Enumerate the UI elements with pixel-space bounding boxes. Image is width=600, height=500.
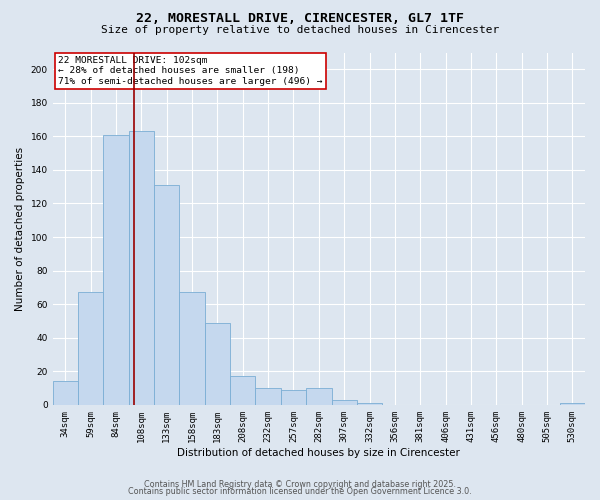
Text: 22, MORESTALL DRIVE, CIRENCESTER, GL7 1TF: 22, MORESTALL DRIVE, CIRENCESTER, GL7 1T… bbox=[136, 12, 464, 26]
Bar bbox=[154, 185, 179, 405]
Bar bbox=[281, 390, 306, 405]
Bar bbox=[230, 376, 256, 405]
Bar bbox=[179, 292, 205, 405]
Bar bbox=[306, 388, 332, 405]
Bar bbox=[103, 134, 129, 405]
Bar bbox=[256, 388, 281, 405]
Bar bbox=[357, 403, 382, 405]
Y-axis label: Number of detached properties: Number of detached properties bbox=[15, 146, 25, 310]
Text: 22 MORESTALL DRIVE: 102sqm
← 28% of detached houses are smaller (198)
71% of sem: 22 MORESTALL DRIVE: 102sqm ← 28% of deta… bbox=[58, 56, 322, 86]
Text: Contains HM Land Registry data © Crown copyright and database right 2025.: Contains HM Land Registry data © Crown c… bbox=[144, 480, 456, 489]
Bar bbox=[560, 403, 585, 405]
Bar bbox=[53, 382, 78, 405]
Bar bbox=[332, 400, 357, 405]
X-axis label: Distribution of detached houses by size in Cirencester: Distribution of detached houses by size … bbox=[178, 448, 460, 458]
Bar bbox=[78, 292, 103, 405]
Text: Size of property relative to detached houses in Cirencester: Size of property relative to detached ho… bbox=[101, 25, 499, 35]
Bar bbox=[129, 132, 154, 405]
Text: Contains public sector information licensed under the Open Government Licence 3.: Contains public sector information licen… bbox=[128, 487, 472, 496]
Bar bbox=[205, 322, 230, 405]
